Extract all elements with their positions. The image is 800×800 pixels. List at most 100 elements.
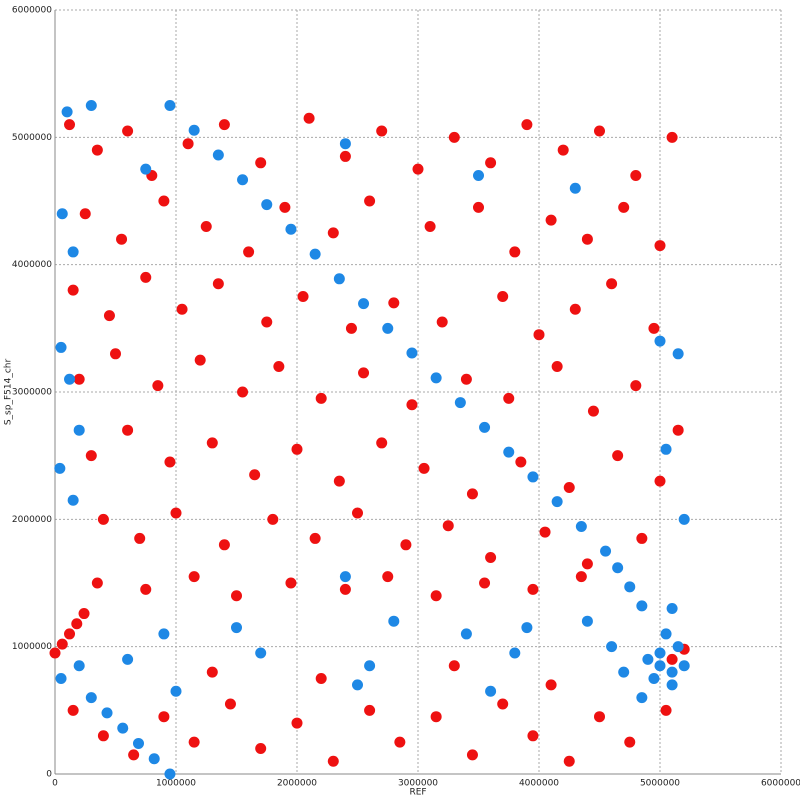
dot [315, 392, 327, 404]
dot [654, 475, 666, 487]
dot [212, 149, 224, 161]
dot [557, 144, 569, 156]
dot [376, 125, 388, 137]
dot [642, 653, 654, 665]
dot [624, 581, 636, 593]
dot [358, 367, 370, 379]
dot [648, 322, 660, 334]
dot [297, 291, 309, 302]
dot [327, 227, 339, 239]
dot [624, 736, 636, 748]
dot [454, 397, 466, 409]
dot [497, 291, 509, 302]
dot [188, 124, 200, 136]
y-tick-label: 6000000 [12, 6, 52, 16]
dot [91, 144, 103, 156]
dot [521, 622, 533, 634]
dot [237, 174, 249, 186]
dot [85, 100, 97, 111]
dot [64, 119, 76, 131]
dot [509, 647, 521, 659]
dot [285, 223, 297, 235]
dot [67, 494, 79, 506]
dot [442, 520, 454, 532]
dot [218, 539, 230, 551]
dot [122, 125, 134, 137]
dot [672, 641, 684, 653]
dot [91, 577, 103, 589]
dot [261, 199, 273, 211]
dot [218, 119, 230, 131]
dot [636, 692, 648, 704]
y-axis-label: S_sp_F514_chr [4, 359, 14, 426]
dot [594, 125, 605, 137]
dot [388, 297, 400, 309]
dot [606, 278, 618, 290]
x-tick-label: 6000000 [761, 779, 800, 789]
dot [460, 373, 472, 385]
dot [521, 119, 533, 131]
dot [249, 469, 261, 481]
dot [49, 647, 61, 659]
dot [182, 138, 194, 150]
dot [575, 571, 587, 583]
dot [273, 361, 285, 373]
dot [430, 590, 442, 602]
dot [56, 208, 68, 220]
dot [164, 768, 176, 780]
dot [140, 271, 152, 283]
dot [497, 698, 509, 710]
dot [466, 749, 478, 761]
dot [67, 704, 79, 716]
dot [255, 647, 267, 659]
dot [485, 685, 497, 697]
dot [55, 341, 67, 353]
dot [194, 354, 206, 366]
dot [73, 424, 85, 436]
dot [212, 278, 224, 290]
dot [430, 372, 442, 384]
dot [117, 722, 129, 734]
dot [164, 456, 176, 468]
x-tick-label: 5000000 [640, 779, 680, 789]
dot [285, 577, 297, 589]
dot [85, 692, 97, 704]
dot [545, 679, 557, 691]
dot [333, 273, 345, 285]
dot [660, 628, 672, 640]
y-tick-label: 0 [46, 770, 52, 780]
dot [291, 717, 303, 729]
dot [67, 284, 79, 296]
dot [406, 347, 418, 359]
dot [122, 424, 134, 436]
dot [551, 496, 563, 508]
dot [97, 513, 109, 525]
dot [473, 201, 484, 213]
dot [231, 622, 242, 634]
dot [327, 755, 339, 767]
dot [352, 679, 363, 691]
x-tick-label: 0 [52, 779, 58, 789]
dot [224, 698, 236, 710]
dot [64, 628, 76, 640]
dot [400, 539, 412, 551]
dot [61, 106, 73, 118]
dot [71, 618, 83, 630]
dot [600, 545, 612, 557]
dot [56, 638, 68, 650]
dot [545, 214, 557, 226]
dot [666, 679, 678, 691]
dot [200, 220, 212, 232]
dot [660, 704, 672, 716]
dot [128, 749, 140, 761]
dot [79, 208, 91, 220]
dot [569, 182, 581, 194]
dot [78, 608, 90, 620]
dot [73, 373, 85, 385]
dot [630, 170, 642, 182]
dot [473, 170, 484, 182]
dot [364, 195, 376, 207]
dot [666, 602, 678, 614]
dot [448, 660, 460, 672]
dot [67, 246, 79, 258]
